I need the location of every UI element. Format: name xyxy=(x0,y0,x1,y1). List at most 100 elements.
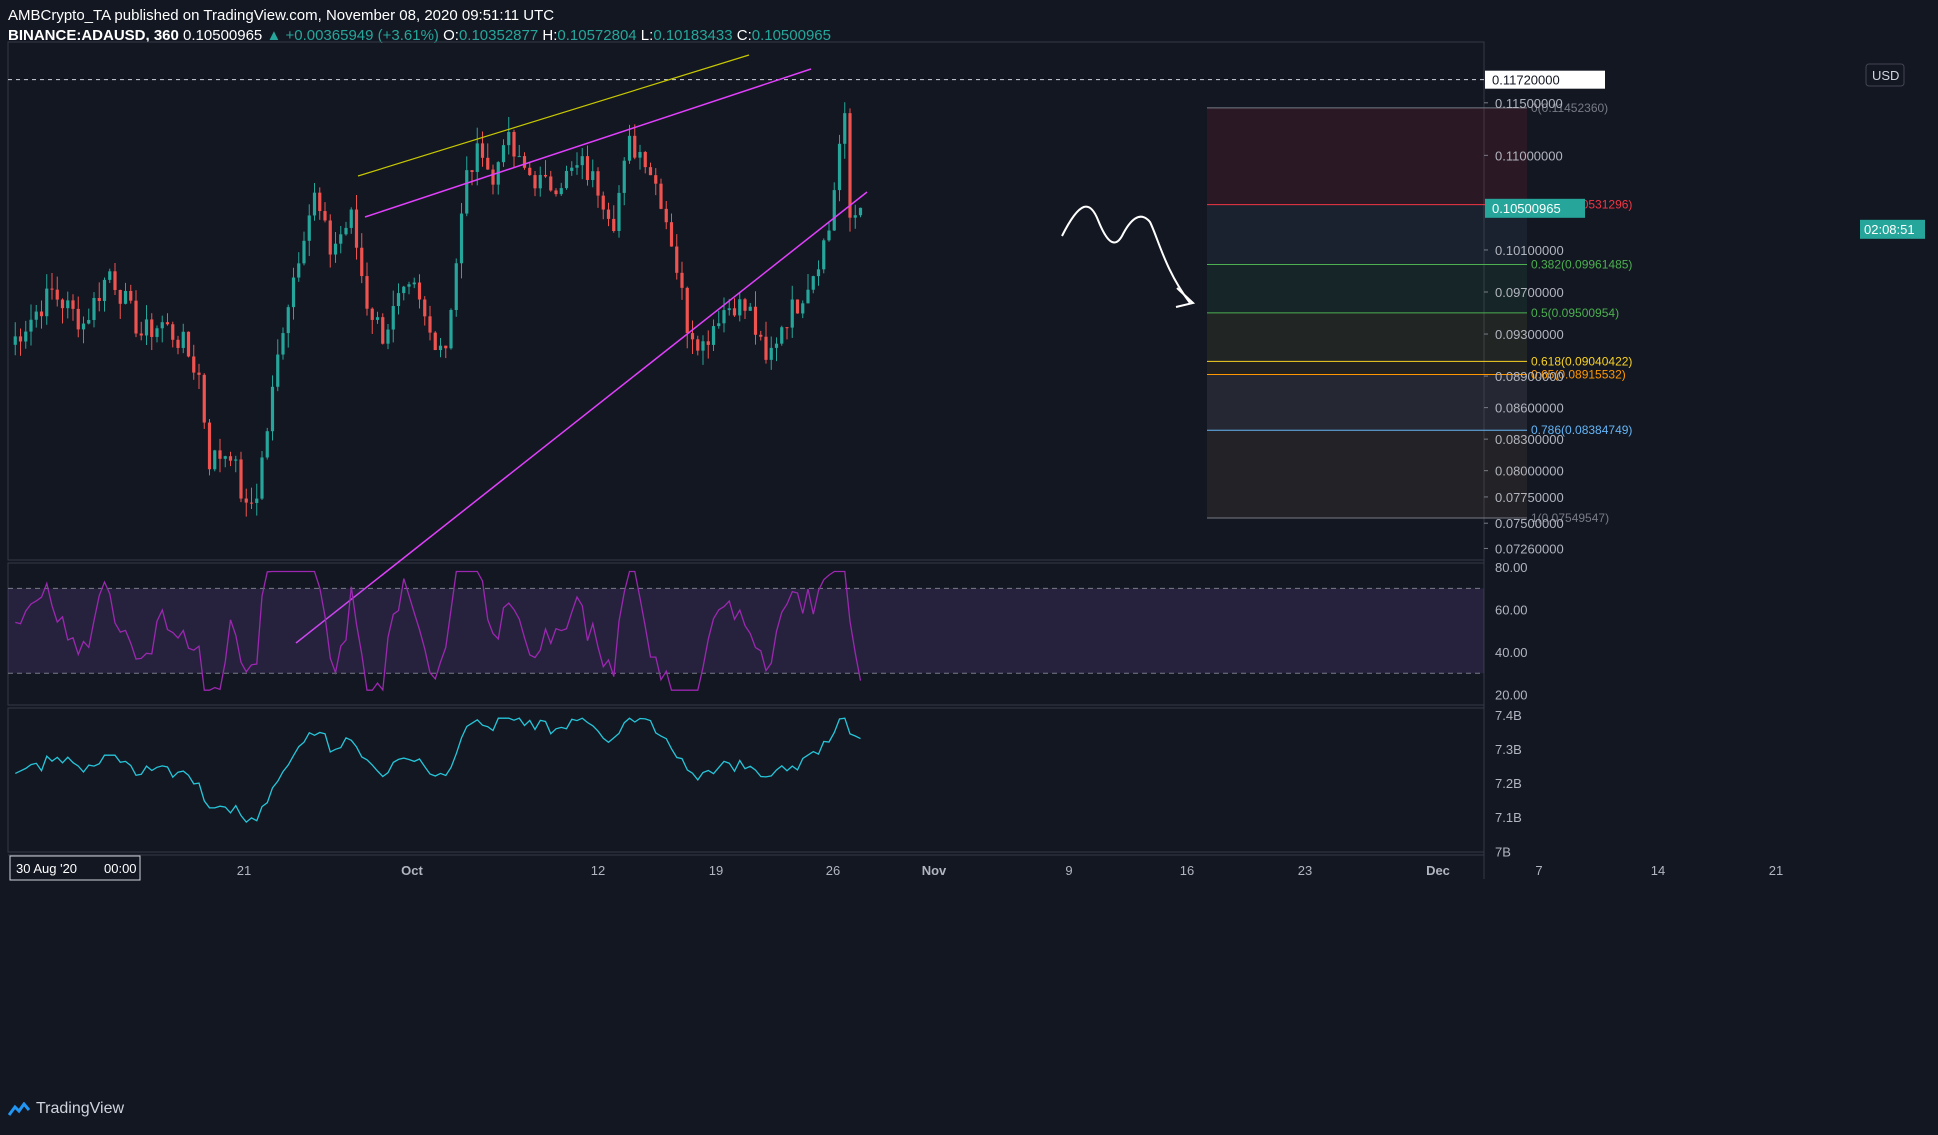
candle-body xyxy=(118,289,122,304)
obv-tick-label: 7.4B xyxy=(1495,708,1522,723)
price-tick-label: 0.07750000 xyxy=(1495,490,1564,505)
symbol-label[interactable]: BINANCE:ADAUSD, 360 xyxy=(8,27,179,44)
fib-zone xyxy=(1207,374,1527,431)
candle-body xyxy=(265,431,269,458)
time-tick-label: 21 xyxy=(1769,863,1783,878)
low-value: 0.10183433 xyxy=(653,27,733,44)
candle-body xyxy=(465,170,469,214)
time-tick-label: Oct xyxy=(401,863,423,878)
price-tick-label: 0.09700000 xyxy=(1495,285,1564,300)
candle-body xyxy=(848,113,852,218)
candle-body xyxy=(150,319,154,337)
close-label: C: xyxy=(736,27,752,44)
candle-body xyxy=(554,190,558,195)
candle-body xyxy=(433,332,437,351)
candle-body xyxy=(633,135,637,158)
price-tick-label: 0.07500000 xyxy=(1495,516,1564,531)
fib-level-label: 0.382(0.09961485) xyxy=(1531,258,1632,272)
projection-path xyxy=(1061,205,1191,304)
time-tick-label: 16 xyxy=(1180,863,1194,878)
current-price-label: 0.10500965 xyxy=(1492,201,1561,216)
candle-body xyxy=(218,450,222,459)
candle-body xyxy=(549,176,553,191)
candle-body xyxy=(727,308,731,311)
candle-body xyxy=(144,319,149,336)
candle-body xyxy=(638,152,642,158)
trend-drawings[interactable] xyxy=(295,54,1196,644)
candle-body xyxy=(244,498,248,503)
candle-body xyxy=(790,299,794,328)
currency-label: USD xyxy=(1872,68,1899,83)
candle-body xyxy=(302,240,306,264)
candle-body xyxy=(323,211,327,221)
rsi-indicator: 80.00 60.00 40.00 20.00 xyxy=(8,560,1528,702)
candle-body xyxy=(659,183,663,209)
candle-body xyxy=(711,326,716,345)
candle-body xyxy=(664,208,668,223)
time-cursor-time: 00:00 xyxy=(104,861,137,876)
candle-body xyxy=(564,170,569,189)
candle-body xyxy=(129,290,133,301)
price-tick-label: 0.11000000 xyxy=(1495,148,1563,163)
obv-tick-label: 7.1B xyxy=(1495,810,1522,825)
candle-body xyxy=(386,329,390,344)
price-tick-label: 0.08000000 xyxy=(1495,464,1564,479)
candle-body xyxy=(738,299,742,316)
candle-body xyxy=(270,386,275,432)
time-tick-label: Dec xyxy=(1426,863,1450,878)
candle-body xyxy=(843,113,847,144)
obv-tick-label: 7.3B xyxy=(1495,742,1522,757)
candle-body xyxy=(45,288,49,317)
candle-body xyxy=(108,271,112,280)
candle-body xyxy=(801,303,805,314)
fib-zone xyxy=(1207,264,1527,313)
close-value: 0.10500965 xyxy=(751,27,831,44)
candle-body xyxy=(491,169,495,185)
candle-body xyxy=(365,276,369,309)
candle-body xyxy=(375,317,380,320)
tradingview-footer[interactable]: TradingView xyxy=(8,1100,124,1118)
candle-body xyxy=(827,230,831,241)
candle-body xyxy=(181,331,185,348)
candle-body xyxy=(176,339,180,348)
rsi-line xyxy=(15,570,862,692)
candle-body xyxy=(837,143,842,191)
candle-body xyxy=(55,289,59,300)
candle-body xyxy=(533,175,537,189)
ohlc-legend: BINANCE:ADAUSD, 360 0.10500965 ▲ +0.0036… xyxy=(8,26,831,46)
tradingview-logo-icon xyxy=(8,1102,30,1116)
currency-button[interactable]: USD xyxy=(1865,63,1905,87)
candle-body xyxy=(622,160,626,193)
candle-body xyxy=(517,156,521,158)
high-value: 0.10572804 xyxy=(557,27,637,44)
low-label: L: xyxy=(640,27,654,44)
candle-body xyxy=(396,293,401,307)
fib-level-label: 0.5(0.09500954) xyxy=(1531,306,1619,320)
candle-body xyxy=(312,192,317,216)
candle-body xyxy=(501,145,506,163)
candle-body xyxy=(743,299,747,311)
open-value: 0.10352877 xyxy=(458,27,539,44)
candle-body xyxy=(24,331,28,342)
wedge-resistance-line xyxy=(364,68,812,218)
candle-body xyxy=(339,234,343,244)
candle-body xyxy=(60,299,65,309)
candle-body xyxy=(207,422,212,470)
fib-zone xyxy=(1207,430,1527,519)
candle-body xyxy=(690,333,695,340)
price-tick-label: 0.10100000 xyxy=(1495,243,1564,258)
footer-brand: TradingView xyxy=(36,1100,125,1117)
time-tick-label: Nov xyxy=(922,863,947,878)
pane-border-2 xyxy=(7,707,1485,853)
price-change: ▲ +0.00365949 (+3.61%) xyxy=(266,27,439,44)
candle-body xyxy=(39,311,44,317)
candle-body xyxy=(123,290,128,304)
candle-body xyxy=(307,215,311,241)
fibonacci-retracement[interactable]: 0(0.11452360)0.236(0.10531296)0.382(0.09… xyxy=(1207,101,1632,525)
time-tick-label: 19 xyxy=(709,863,723,878)
candle-body xyxy=(286,307,290,334)
candle-body xyxy=(134,300,138,334)
fib-level-label: 0(0.11452360) xyxy=(1531,101,1608,115)
time-tick-label: 14 xyxy=(1651,863,1665,878)
